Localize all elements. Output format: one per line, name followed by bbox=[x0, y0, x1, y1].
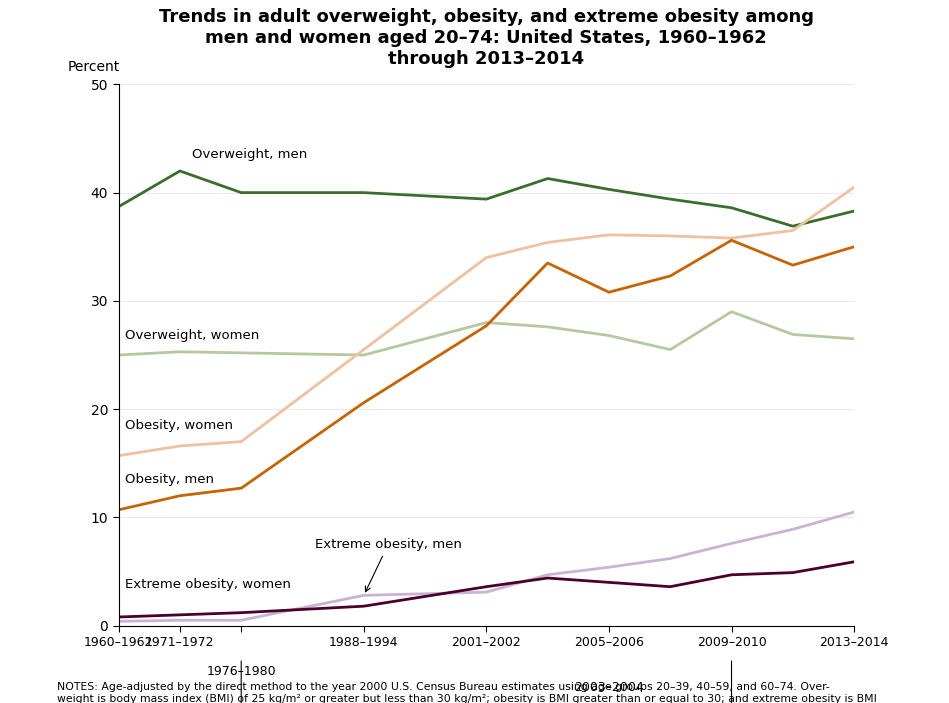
Text: NOTES: Age-adjusted by the direct method to the year 2000 U.S. Census Bureau est: NOTES: Age-adjusted by the direct method… bbox=[57, 682, 877, 703]
Text: Obesity, men: Obesity, men bbox=[124, 473, 214, 486]
Text: Percent: Percent bbox=[67, 60, 120, 74]
Text: Extreme obesity, men: Extreme obesity, men bbox=[315, 538, 461, 592]
Text: Extreme obesity, women: Extreme obesity, women bbox=[124, 578, 290, 591]
Text: 2003–2004: 2003–2004 bbox=[574, 681, 643, 695]
Title: Trends in adult overweight, obesity, and extreme obesity among
men and women age: Trends in adult overweight, obesity, and… bbox=[158, 8, 814, 67]
Text: Overweight, women: Overweight, women bbox=[124, 329, 259, 342]
Text: Obesity, women: Obesity, women bbox=[124, 419, 233, 432]
Text: Overweight, men: Overweight, men bbox=[192, 148, 307, 161]
Text: 1976–1980: 1976–1980 bbox=[206, 664, 276, 678]
